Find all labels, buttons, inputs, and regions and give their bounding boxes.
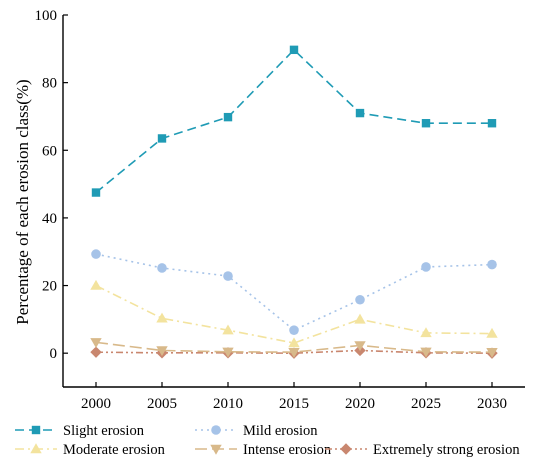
data-point xyxy=(90,279,102,290)
legend-swatch-marker xyxy=(210,444,222,455)
x-tick-label: 2005 xyxy=(147,396,177,412)
data-point xyxy=(289,45,299,55)
legend-label: Mild erosion xyxy=(243,423,318,439)
data-point xyxy=(486,347,498,358)
data-point xyxy=(355,294,365,305)
legend-item: Mild erosion xyxy=(195,423,318,439)
x-tick-label: 2020 xyxy=(345,396,375,412)
data-point xyxy=(486,327,498,338)
y-axis-title: Percentage of each erosion class(%) xyxy=(13,79,32,324)
data-point xyxy=(90,346,102,358)
data-point xyxy=(91,188,101,197)
y-tick-label: 40 xyxy=(42,211,57,227)
series-line xyxy=(95,48,492,194)
data-point xyxy=(354,313,366,324)
x-tick-label: 2015 xyxy=(279,396,309,412)
legend-label: Intense erosion xyxy=(243,442,332,458)
data-point xyxy=(91,249,101,259)
data-point xyxy=(288,337,300,348)
data-point xyxy=(157,263,167,273)
data-point xyxy=(421,262,431,272)
legend-label: Moderate erosion xyxy=(63,442,166,458)
legend-swatch-marker xyxy=(211,425,221,435)
data-point xyxy=(487,119,497,128)
legend-label: Slight erosion xyxy=(63,423,145,439)
data-point xyxy=(355,108,365,118)
legend-swatch-marker xyxy=(30,443,42,454)
x-tick-label: 2010 xyxy=(213,396,243,412)
data-point xyxy=(420,327,432,338)
data-point xyxy=(222,347,234,358)
data-point xyxy=(90,338,102,349)
data-point xyxy=(223,112,233,122)
data-point xyxy=(156,312,168,323)
legend-label: Extremely strong erosion xyxy=(373,442,520,458)
y-tick-label: 60 xyxy=(42,143,57,159)
y-tick-label: 0 xyxy=(50,346,58,362)
legend-item: Slight erosion xyxy=(15,423,145,439)
data-point xyxy=(421,119,431,128)
y-tick-label: 80 xyxy=(42,76,57,92)
x-tick-label: 2030 xyxy=(477,396,507,412)
data-point xyxy=(354,341,366,352)
legend-swatch-marker xyxy=(31,425,41,435)
legend-item: Intense erosion xyxy=(195,442,332,458)
data-point xyxy=(289,325,299,335)
data-point xyxy=(288,347,300,358)
plot-area: 0 20 40 60 80 100 2000 2005 2010 2015 2020 2025 2030 xyxy=(35,8,525,412)
data-point xyxy=(157,134,167,143)
legend-item: Extremely strong erosion xyxy=(325,442,520,458)
x-tick-label: 2000 xyxy=(81,396,111,412)
y-tick-label: 100 xyxy=(35,8,58,24)
y-tick-label: 20 xyxy=(42,279,57,295)
data-point xyxy=(222,324,234,335)
data-point xyxy=(420,347,432,358)
legend-swatch-marker xyxy=(340,443,352,455)
data-point xyxy=(223,271,233,281)
data-point xyxy=(487,259,497,270)
x-tick-label: 2025 xyxy=(411,396,441,412)
legend-item: Moderate erosion xyxy=(15,442,166,458)
data-point xyxy=(156,346,168,357)
series-line xyxy=(95,253,493,332)
legend: Slight erosion Mild erosion Moderate erosi… xyxy=(15,423,520,458)
